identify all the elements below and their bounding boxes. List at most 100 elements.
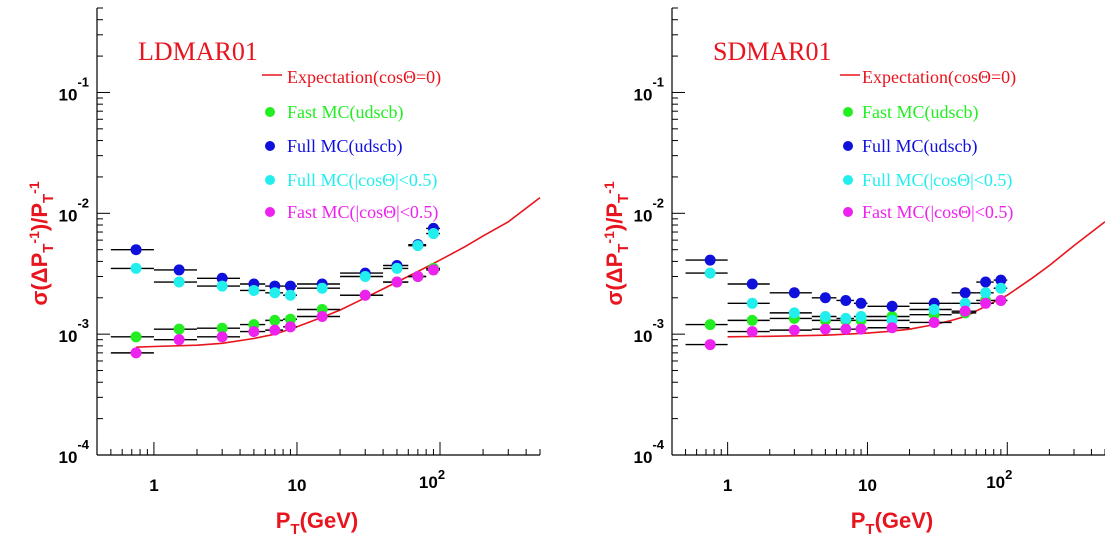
y-axis-label-part: -1 [26, 231, 42, 244]
data-point [788, 287, 800, 299]
data-point [284, 280, 296, 292]
markers-fast-mc-cos-0-5 [130, 264, 439, 359]
markers-full-mc-cos-0-5 [130, 228, 439, 301]
data-point [840, 312, 852, 324]
legend-swatch-full-mc-udscb [843, 141, 853, 151]
data-point [886, 322, 898, 334]
data-point [173, 264, 185, 276]
y-tick-exponent: -3 [77, 316, 89, 331]
legend-label-fast-mc-cos-0-5: Fast MC(|cosΘ|<0.5) [287, 202, 438, 223]
x-axis-label: PT(GeV) [276, 508, 359, 536]
y-axis-label-part: )/P [602, 203, 627, 231]
legend-label-fast-mc-cos-0-5: Fast MC(|cosΘ|<0.5) [862, 202, 1013, 223]
y-axis-label-part: σ(ΔP [602, 253, 627, 306]
x-axis-label: PT(GeV) [851, 508, 934, 536]
legend-swatch-fast-mc-cos-0-5 [265, 207, 275, 217]
x-tick-label: 102 [986, 467, 1012, 492]
data-point [855, 310, 867, 322]
data-point [840, 294, 852, 306]
x-axis-label-sub: T [865, 521, 874, 536]
data-point [959, 287, 971, 299]
x-axis-label-unit: (GeV) [300, 508, 359, 533]
data-point [359, 289, 371, 301]
legend-label-full-mc-cos-0-5: Full MC(|cosΘ|<0.5) [287, 170, 437, 191]
markers-fast-mc-cos-0-5 [704, 294, 1007, 351]
x-tick-label: 1 [149, 476, 158, 495]
y-tick-label: 10-1 [59, 74, 89, 104]
panel-title-ldmar01: LDMAR01 [138, 37, 258, 66]
x-tick-exponent: 2 [1005, 467, 1012, 482]
expectation-curve [727, 221, 1105, 338]
y-tick-exponent: -2 [77, 195, 89, 210]
data-point [316, 282, 328, 294]
legend-swatch-fast-mc-udscb [265, 107, 275, 117]
data-point [704, 319, 716, 331]
data-point [928, 303, 940, 315]
data-point [284, 289, 296, 301]
legend-expectation-label: Expectation(cosΘ=0) [862, 67, 1016, 88]
legend-label-full-mc-cos-0-5: Full MC(|cosΘ|<0.5) [862, 170, 1012, 191]
y-tick-label: 10-4 [59, 437, 90, 467]
panel-title-sdmar01: SDMAR01 [713, 37, 831, 66]
y-axis-label-part: -1 [601, 181, 617, 194]
y-tick-label: 10-1 [634, 74, 664, 104]
data-point [173, 323, 185, 335]
y-tick-exponent: -4 [652, 437, 664, 452]
y-axis-label-part: T [40, 194, 57, 203]
markers-full-mc-udscb [704, 254, 1007, 312]
data-point [391, 262, 403, 274]
x-tick-label: 10 [288, 476, 307, 495]
y-tick-exponent: -3 [652, 316, 664, 331]
data-point [704, 254, 716, 266]
y-axis-label-part: T [615, 194, 632, 203]
y-axis-label-part: -1 [26, 181, 42, 194]
data-point [886, 300, 898, 312]
data-point [412, 270, 424, 282]
y-axis-label-part: T [615, 244, 632, 253]
data-point [316, 310, 328, 322]
data-point [427, 228, 439, 240]
data-point [995, 294, 1007, 306]
data-point [130, 331, 142, 343]
y-axis-label-part: T [40, 244, 57, 253]
data-point [216, 322, 228, 334]
legend-swatch-fast-mc-cos-0-5 [843, 207, 853, 217]
data-point [855, 323, 867, 335]
data-point [248, 326, 260, 338]
legend-label-fast-mc-udscb: Fast MC(udscb) [862, 102, 979, 123]
data-point [391, 276, 403, 288]
data-point [269, 314, 281, 326]
legend-label-full-mc-udscb: Full MC(udscb) [287, 136, 403, 157]
x-tick-label: 10 [858, 476, 877, 495]
x-tick-exponent: 2 [438, 467, 445, 482]
data-point [746, 278, 758, 290]
data-point [216, 272, 228, 284]
data-point [746, 314, 758, 326]
data-point [819, 310, 831, 322]
y-tick-label: 10-2 [634, 195, 664, 225]
data-point [980, 297, 992, 309]
data-point [959, 297, 971, 309]
y-axis-label: σ(ΔPT-1)/PT-1 [26, 181, 57, 305]
legend-expectation-label: Expectation(cosΘ=0) [287, 67, 441, 88]
data-point [704, 339, 716, 351]
plot-panel-sdmar01: 10-410-310-210-11 10 102PT(GeV)σ(ΔPT-1)/PT… [601, 7, 1105, 536]
plot-panel-ldmar01: 10-410-310-210-11 10 102PT(GeV)σ(ΔPT-1)/PT… [26, 7, 541, 536]
y-axis-label-part: σ(ΔP [27, 253, 52, 306]
legend-swatch-fast-mc-udscb [843, 107, 853, 117]
legend-label-fast-mc-udscb: Fast MC(udscb) [287, 102, 404, 123]
data-point [746, 297, 758, 309]
data-point [980, 287, 992, 299]
data-point [216, 331, 228, 343]
series-fast-mc-cos-0-5 [110, 264, 441, 358]
markers-full-mc-cos-0-5 [704, 267, 1007, 326]
data-point [284, 313, 296, 325]
data-point [284, 321, 296, 333]
data-point [427, 264, 439, 276]
y-tick-exponent: -2 [652, 195, 664, 210]
y-tick-exponent: -1 [77, 74, 89, 89]
x-tick-label: 1 [723, 476, 732, 495]
x-axis-label-unit: (GeV) [875, 508, 934, 533]
legend-swatch-full-mc-cos-0-5 [265, 175, 275, 185]
